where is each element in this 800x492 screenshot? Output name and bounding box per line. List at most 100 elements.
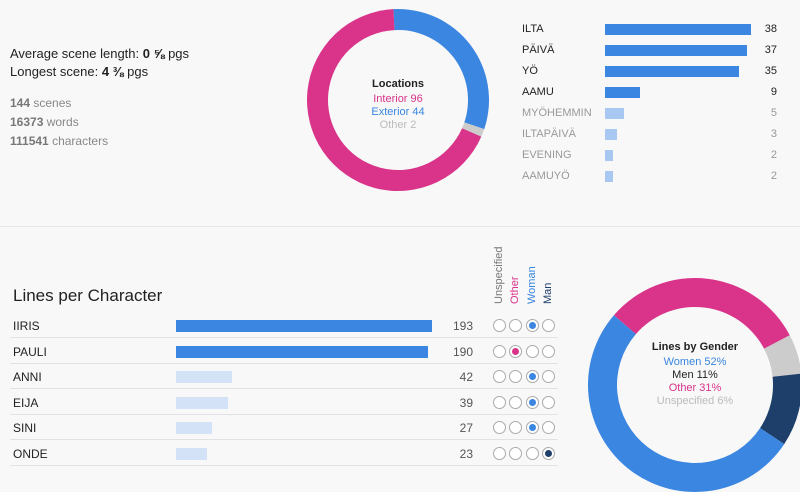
gender-radio-unspecified[interactable] (493, 447, 506, 460)
gender-radio-man[interactable] (542, 395, 555, 409)
time-row: ILTAPÄIVÄ 3 (522, 127, 777, 143)
character-count: 27 (459, 421, 473, 436)
time-count: 35 (764, 65, 777, 77)
legend-other: Other 2 (379, 119, 417, 131)
gender-header-other: Other (509, 276, 521, 304)
character-bar (176, 345, 429, 358)
time-count: 9 (770, 86, 777, 98)
character-row[interactable]: ANNI 42 (10, 364, 558, 390)
gender-radio-other[interactable] (509, 447, 522, 460)
character-name: SINI (13, 421, 37, 436)
time-label: ILTAPÄIVÄ (522, 128, 577, 140)
character-name: ANNI (13, 370, 42, 385)
gender-slice-men (760, 373, 800, 445)
time-count: 2 (770, 149, 777, 161)
character-count: 190 (452, 344, 473, 359)
character-bar (176, 371, 232, 384)
gender-radio-unspecified[interactable] (493, 421, 506, 435)
scenes-count: 144 scenes (10, 96, 72, 110)
gender-radio-woman[interactable] (526, 370, 539, 384)
time-label: AAMUYÖ (522, 170, 570, 182)
lines-title: Lines per Character (13, 286, 163, 305)
average-scene-length: Average scene length: 0 ⅝ pgs (10, 46, 190, 61)
locations-slice-exterior (393, 9, 489, 130)
legend-exterior: Exterior 44 (371, 106, 425, 118)
character-row[interactable]: PAULI 190 (10, 339, 558, 364)
gender-legend: Lines by Gender Women 52% Men 11% Other … (635, 341, 755, 408)
gender-radio-woman[interactable] (526, 344, 539, 358)
time-count: 38 (764, 23, 777, 35)
character-name: PAULI (13, 344, 47, 359)
time-label: EVENING (522, 149, 572, 161)
legend-interior: Interior 96 (373, 93, 423, 105)
time-count: 37 (764, 44, 777, 56)
character-bar (176, 422, 212, 435)
character-row[interactable]: SINI 27 (10, 415, 558, 441)
section-divider (0, 226, 800, 227)
gender-radio-other[interactable] (509, 395, 522, 409)
gender-radio-other[interactable] (509, 319, 522, 332)
character-count: 23 (459, 447, 473, 461)
character-count: 39 (459, 395, 473, 410)
gender-radio-unspecified[interactable] (493, 395, 506, 409)
time-row: AAMUYÖ 2 (522, 169, 777, 185)
time-bar (605, 87, 640, 98)
time-label: YÖ (522, 65, 538, 77)
character-name: ONDE (13, 447, 48, 461)
gender-radio-man[interactable] (542, 421, 555, 435)
time-bar (605, 108, 625, 119)
gender-radio-other[interactable] (509, 421, 522, 435)
character-row[interactable]: EIJA 39 (10, 390, 558, 415)
character-name: IIRIS (13, 319, 40, 333)
time-bar (605, 24, 751, 35)
time-row: ILTA 38 (522, 22, 777, 38)
gender-slice-women (588, 315, 785, 492)
character-bar (176, 396, 228, 409)
gender-radio-man[interactable] (542, 370, 555, 384)
legend-women: Women 52% (663, 356, 727, 368)
time-row: AAMU 9 (522, 85, 777, 101)
time-bar (605, 171, 613, 182)
time-row: PÄIVÄ 37 (522, 43, 777, 59)
locations-legend: Locations Interior 96 Exterior 44 Other … (338, 78, 458, 132)
gender-radio-other[interactable] (509, 344, 522, 358)
character-name: EIJA (13, 395, 39, 410)
gender-radio-unspecified[interactable] (493, 319, 506, 332)
gender-header-man: Man (542, 282, 554, 304)
time-bar (605, 66, 740, 77)
time-count: 3 (770, 128, 777, 140)
gender-slice-unspecified (764, 335, 800, 377)
gender-radio-man[interactable] (542, 447, 555, 460)
gender-donut (588, 278, 800, 492)
time-bar (605, 150, 613, 161)
time-label: MYÖHEMMIN (522, 107, 592, 119)
character-row[interactable]: IIRIS 193 (10, 313, 558, 338)
gender-radio-other[interactable] (509, 370, 522, 384)
gender-radio-man[interactable] (542, 319, 555, 332)
gender-slice-other (613, 278, 790, 349)
character-bar (176, 320, 432, 332)
locations-title: Locations (372, 78, 424, 90)
gender-radio-woman[interactable] (526, 395, 539, 409)
time-bar (605, 129, 617, 140)
character-row[interactable]: ONDE 23 (10, 441, 558, 466)
gender-radio-woman[interactable] (526, 421, 539, 435)
character-count: 193 (452, 319, 473, 333)
time-label: ILTA (522, 23, 544, 35)
time-label: AAMU (522, 86, 554, 98)
gender-radio-man[interactable] (542, 344, 555, 358)
longest-scene: Longest scene: 4 ⅜ pgs (10, 64, 149, 79)
time-count: 2 (770, 170, 777, 182)
gender-header-unspecified: Unspecified (493, 246, 505, 304)
time-row: YÖ 35 (522, 64, 777, 80)
legend-unspecified: Unspecified 6% (656, 395, 734, 407)
legend-other: Other 31% (668, 382, 722, 394)
time-count: 5 (770, 107, 777, 119)
gender-title: Lines by Gender (651, 341, 739, 353)
gender-radio-unspecified[interactable] (493, 344, 506, 358)
characters-count: 111541 characters (10, 134, 109, 148)
gender-radio-woman[interactable] (526, 447, 539, 460)
gender-radio-woman[interactable] (526, 319, 539, 332)
words-count: 16373 words (10, 115, 79, 129)
gender-radio-unspecified[interactable] (493, 370, 506, 384)
